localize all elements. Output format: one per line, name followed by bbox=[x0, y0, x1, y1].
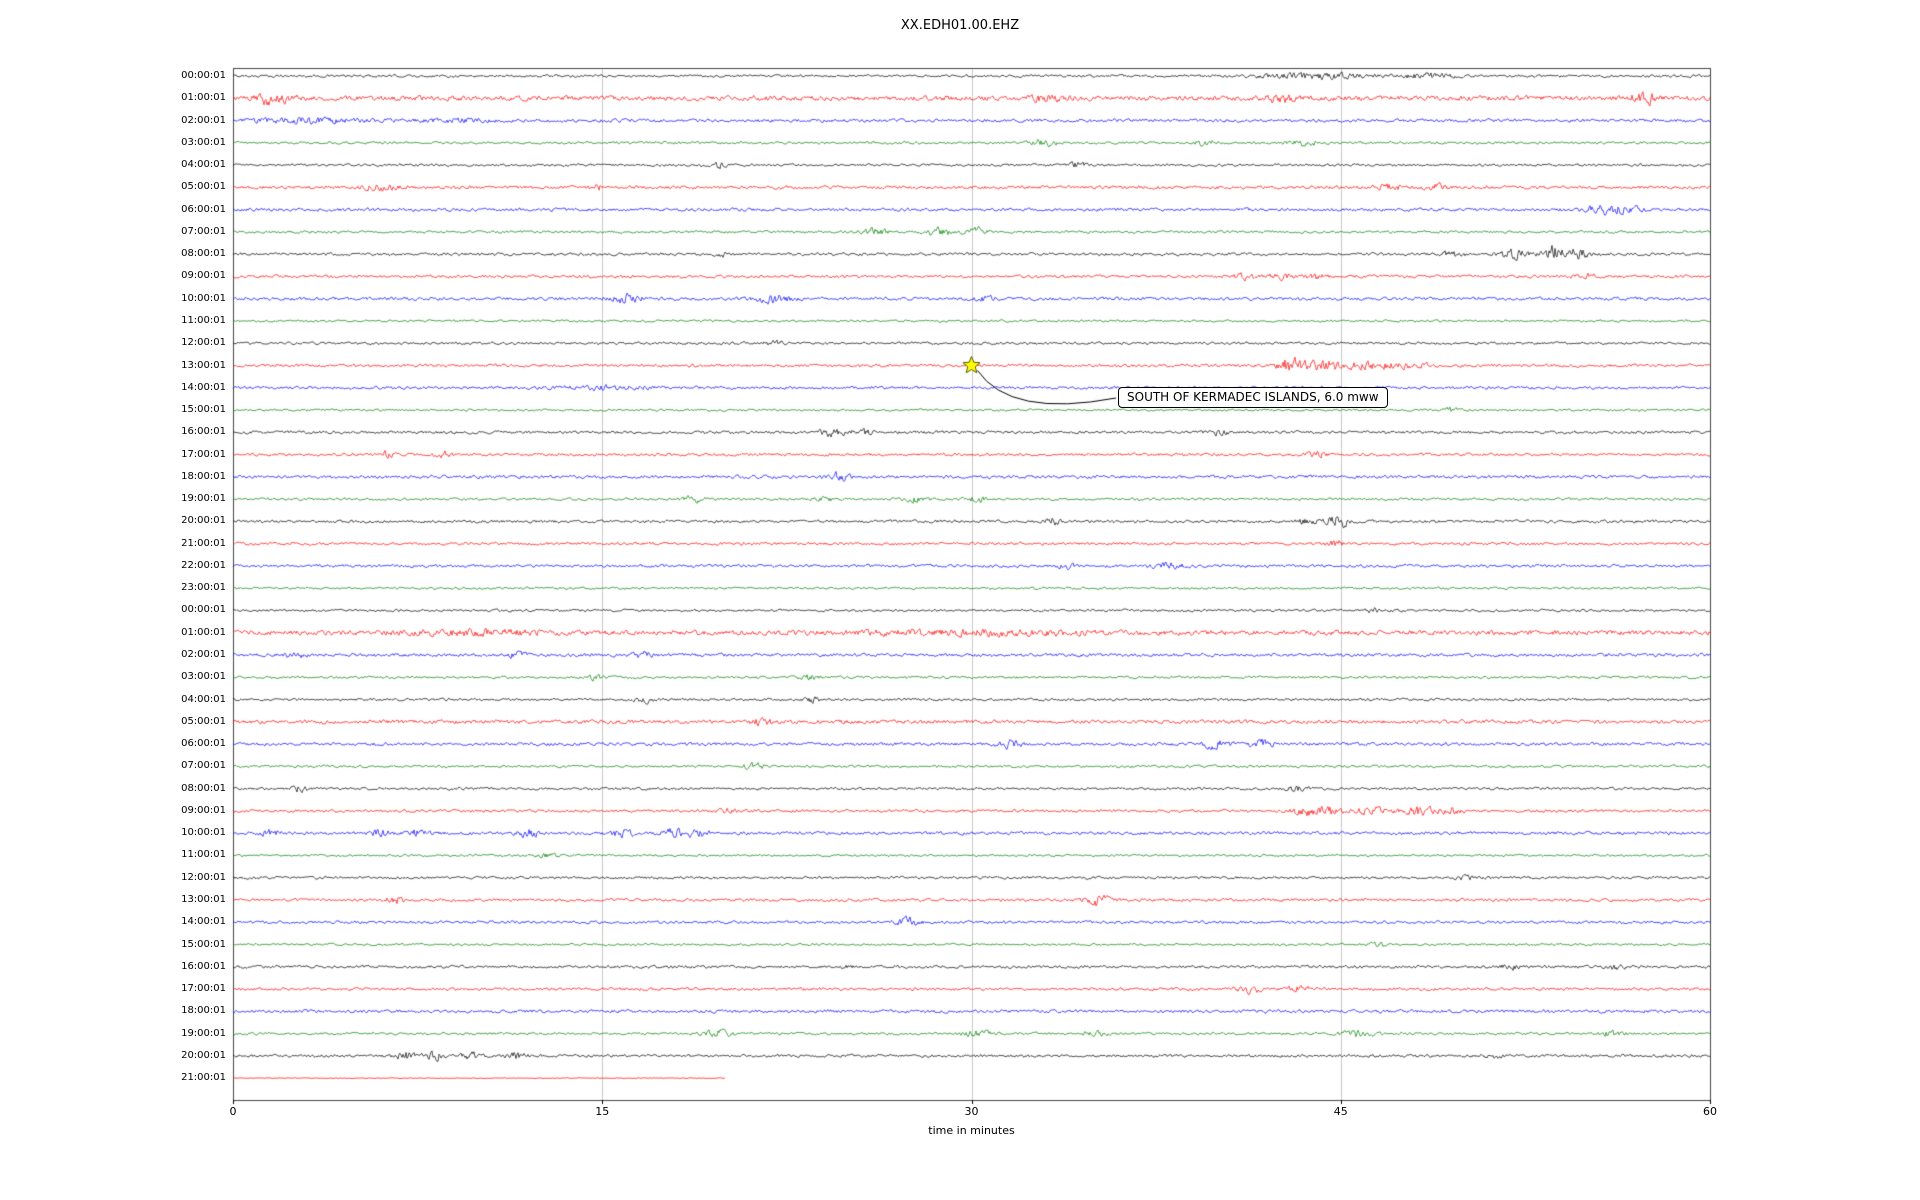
row-label: 16:00:01 bbox=[181, 426, 226, 438]
x-tick-label: 45 bbox=[1333, 1105, 1348, 1118]
row-label: 20:00:01 bbox=[181, 1049, 226, 1061]
row-label: 21:00:01 bbox=[181, 537, 226, 549]
row-label: 10:00:01 bbox=[181, 292, 226, 304]
row-label: 01:00:01 bbox=[181, 626, 226, 638]
row-label: 11:00:01 bbox=[181, 849, 226, 861]
row-label: 01:00:01 bbox=[181, 92, 226, 104]
row-label: 05:00:01 bbox=[181, 181, 226, 193]
row-label: 08:00:01 bbox=[181, 782, 226, 794]
x-axis-label: time in minutes bbox=[928, 1124, 1015, 1137]
row-label: 09:00:01 bbox=[181, 270, 226, 282]
row-label: 13:00:01 bbox=[181, 893, 226, 905]
row-label: 17:00:01 bbox=[181, 983, 226, 995]
row-label: 15:00:01 bbox=[181, 404, 226, 416]
x-tick-label: 30 bbox=[964, 1105, 979, 1118]
row-label: 18:00:01 bbox=[181, 1005, 226, 1017]
x-tick-label: 60 bbox=[1703, 1105, 1717, 1118]
row-label: 13:00:01 bbox=[181, 359, 226, 371]
row-label: 02:00:01 bbox=[181, 114, 226, 126]
row-label: 20:00:01 bbox=[181, 515, 226, 527]
row-label: 22:00:01 bbox=[181, 559, 226, 571]
row-label: 16:00:01 bbox=[181, 960, 226, 972]
row-label: 18:00:01 bbox=[181, 470, 226, 482]
row-label: 03:00:01 bbox=[181, 136, 226, 148]
row-label: 19:00:01 bbox=[181, 1027, 226, 1039]
row-label: 04:00:01 bbox=[181, 693, 226, 705]
row-label: 12:00:01 bbox=[181, 337, 226, 349]
row-label: 15:00:01 bbox=[181, 938, 226, 950]
row-label: 23:00:01 bbox=[181, 582, 226, 594]
row-label: 08:00:01 bbox=[181, 248, 226, 260]
row-label: 05:00:01 bbox=[181, 715, 226, 727]
row-label: 09:00:01 bbox=[181, 804, 226, 816]
row-label: 11:00:01 bbox=[181, 314, 226, 326]
row-label: 07:00:01 bbox=[181, 760, 226, 772]
row-label: 06:00:01 bbox=[181, 738, 226, 750]
row-label: 04:00:01 bbox=[181, 159, 226, 171]
row-label: 02:00:01 bbox=[181, 649, 226, 661]
row-label: 07:00:01 bbox=[181, 225, 226, 237]
event-annotation-label: SOUTH OF KERMADEC ISLANDS, 6.0 mww bbox=[1118, 387, 1388, 408]
row-label: 10:00:01 bbox=[181, 827, 226, 839]
x-tick-label: 0 bbox=[229, 1105, 237, 1118]
row-label: 03:00:01 bbox=[181, 671, 226, 683]
row-label: 14:00:01 bbox=[181, 916, 226, 928]
row-label: 06:00:01 bbox=[181, 203, 226, 215]
row-label: 12:00:01 bbox=[181, 871, 226, 883]
row-label: 19:00:01 bbox=[181, 493, 226, 505]
row-label: 00:00:01 bbox=[181, 70, 226, 81]
x-tick-label: 15 bbox=[595, 1105, 610, 1118]
row-label: 00:00:01 bbox=[181, 604, 226, 616]
row-label: 21:00:01 bbox=[181, 1072, 226, 1084]
row-label: 14:00:01 bbox=[181, 381, 226, 393]
row-label: 17:00:01 bbox=[181, 448, 226, 460]
